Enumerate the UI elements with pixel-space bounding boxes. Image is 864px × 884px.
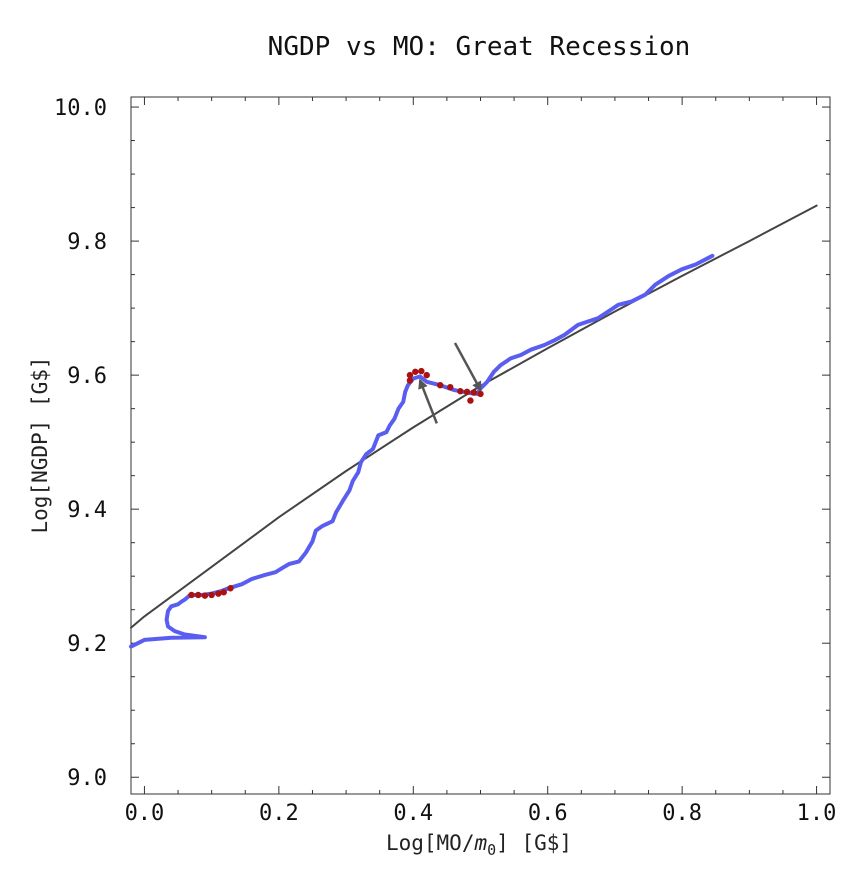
highlight-point xyxy=(406,371,414,379)
y-tick-label: 9.4 xyxy=(67,498,107,523)
highlight-point xyxy=(412,368,419,375)
x-tick-label: 0.8 xyxy=(662,801,702,826)
highlight-point xyxy=(436,381,444,389)
highlight-point xyxy=(201,592,209,599)
plot-frame xyxy=(130,96,831,795)
highlight-point xyxy=(447,383,454,391)
highlight-point xyxy=(477,390,484,398)
x-tick-label: 0.0 xyxy=(125,801,165,826)
tick-labels: 0.0 0.2 0.4 0.6 0.8 1.0 9.0 9.2 9.4 9.6 9.8 10.0 xyxy=(54,96,836,826)
y-tick-label: 9.6 xyxy=(67,364,107,389)
y-tick-label: 9.8 xyxy=(67,230,107,255)
highlight-point xyxy=(195,591,202,599)
x-tick-label: 1.0 xyxy=(797,801,837,826)
highlight-point xyxy=(470,389,477,396)
highlight-point xyxy=(467,397,474,404)
highlighted-points-layer xyxy=(188,367,484,599)
highlight-point xyxy=(188,591,195,599)
highlight-point xyxy=(406,377,414,384)
x-tick-label: 0.6 xyxy=(528,801,568,826)
data-line xyxy=(129,253,715,649)
x-tick-label: 0.2 xyxy=(259,801,299,826)
y-tick-label: 9.2 xyxy=(67,632,107,657)
highlight-point xyxy=(457,388,464,395)
highlight-point xyxy=(463,388,471,396)
y-axis-label: Log[NGDP] [G$] xyxy=(28,356,52,533)
y-tick-label: 9.0 xyxy=(67,766,107,791)
highlight-point xyxy=(227,585,234,592)
x-axis-label: Log[MO/m0] [G$] xyxy=(386,831,572,859)
highlight-point xyxy=(418,367,425,375)
arrows-layer xyxy=(418,342,482,424)
annotation-arrow xyxy=(453,342,482,392)
x-tick-label: 0.4 xyxy=(393,801,433,826)
highlight-point xyxy=(220,589,227,596)
annotation-arrow xyxy=(418,378,438,424)
highlight-point xyxy=(423,371,430,379)
axis-ticks xyxy=(131,97,830,794)
series-layer xyxy=(129,204,818,649)
fit-line xyxy=(130,204,818,629)
highlight-point xyxy=(215,590,222,597)
chart-title: NGDP vs MO: Great Recession xyxy=(268,32,691,62)
y-tick-label: 10.0 xyxy=(54,96,107,121)
highlight-point xyxy=(208,591,215,599)
